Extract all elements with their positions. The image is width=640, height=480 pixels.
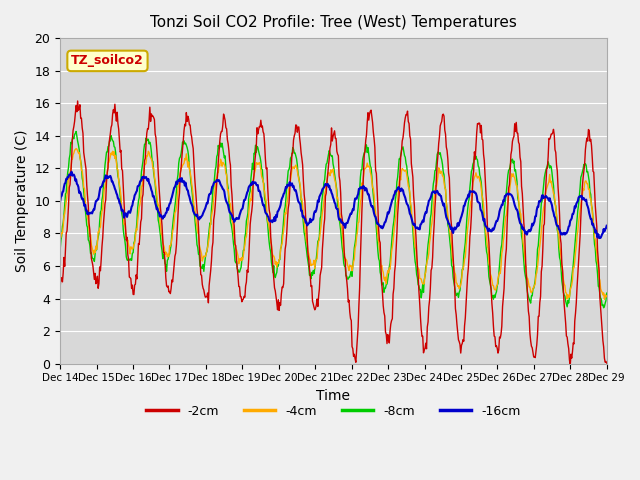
-4cm — [124, 239, 131, 244]
-16cm — [179, 179, 186, 184]
-2cm — [66, 181, 74, 187]
-4cm — [56, 236, 64, 242]
-4cm — [179, 163, 186, 168]
-4cm — [66, 169, 74, 175]
-8cm — [179, 139, 186, 145]
-8cm — [124, 257, 131, 263]
-16cm — [124, 214, 131, 220]
-8cm — [66, 152, 74, 157]
Line: -8cm: -8cm — [60, 132, 607, 308]
-16cm — [417, 222, 424, 228]
-2cm — [603, 360, 611, 366]
Text: TZ_soilco2: TZ_soilco2 — [71, 54, 144, 67]
-4cm — [417, 276, 424, 282]
Line: -4cm: -4cm — [60, 149, 607, 299]
-4cm — [600, 296, 608, 302]
-16cm — [603, 223, 611, 228]
-16cm — [207, 188, 215, 193]
Line: -16cm: -16cm — [60, 172, 607, 238]
Line: -2cm: -2cm — [60, 101, 607, 366]
-8cm — [56, 247, 64, 252]
-2cm — [56, 284, 64, 289]
-8cm — [600, 305, 607, 311]
-2cm — [207, 258, 215, 264]
-2cm — [74, 98, 81, 104]
-16cm — [596, 235, 604, 241]
-2cm — [124, 234, 131, 240]
-2cm — [417, 314, 424, 320]
-16cm — [66, 172, 74, 178]
-16cm — [68, 169, 76, 175]
-4cm — [603, 293, 611, 299]
-8cm — [72, 129, 80, 134]
-2cm — [179, 147, 186, 153]
-16cm — [56, 199, 64, 204]
-2cm — [566, 363, 574, 369]
-8cm — [207, 207, 215, 213]
X-axis label: Time: Time — [316, 389, 351, 403]
Legend: -2cm, -4cm, -8cm, -16cm: -2cm, -4cm, -8cm, -16cm — [141, 400, 525, 422]
-8cm — [603, 290, 611, 296]
Y-axis label: Soil Temperature (C): Soil Temperature (C) — [15, 130, 29, 272]
-8cm — [417, 287, 424, 292]
-16cm — [401, 193, 408, 199]
-4cm — [72, 146, 80, 152]
-8cm — [401, 153, 408, 158]
-4cm — [207, 214, 215, 220]
Title: Tonzi Soil CO2 Profile: Tree (West) Temperatures: Tonzi Soil CO2 Profile: Tree (West) Temp… — [150, 15, 517, 30]
-2cm — [401, 120, 408, 126]
-4cm — [401, 168, 408, 174]
